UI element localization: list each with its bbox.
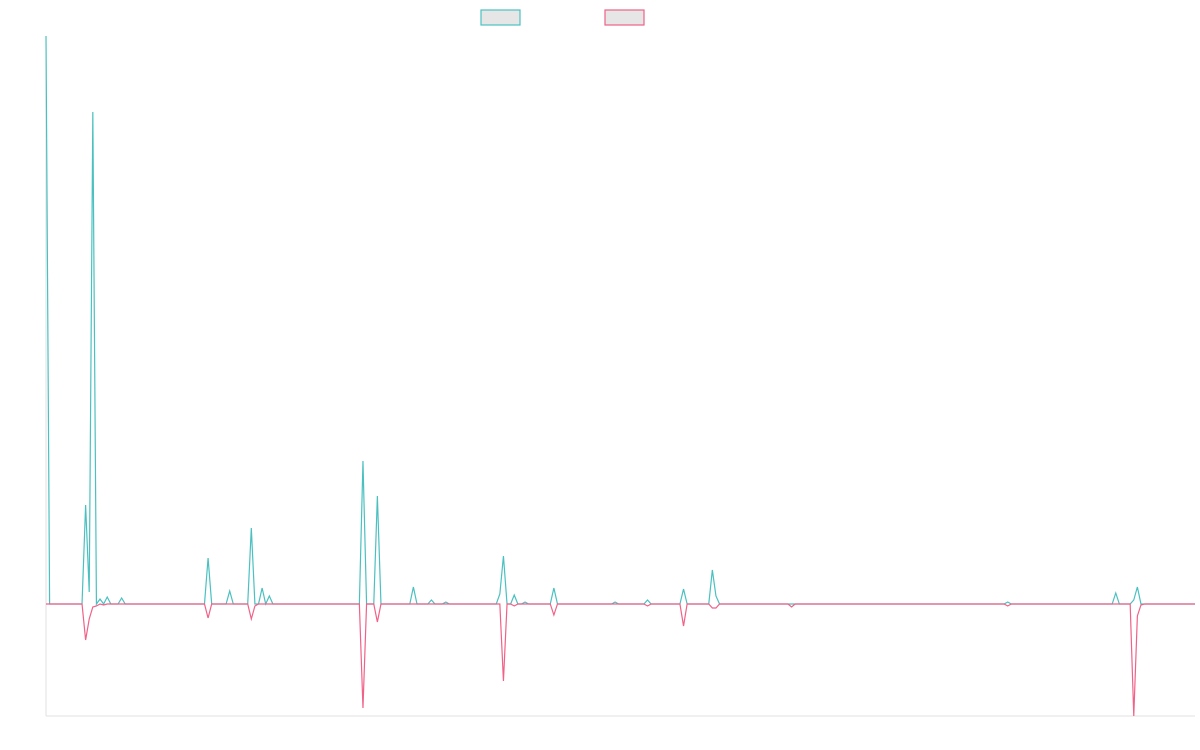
legend	[480, 9, 645, 26]
legend-swatch[interactable]	[480, 9, 521, 26]
line-series	[45, 35, 1195, 606]
line-series	[46, 603, 1195, 717]
legend-swatch[interactable]	[604, 9, 645, 26]
